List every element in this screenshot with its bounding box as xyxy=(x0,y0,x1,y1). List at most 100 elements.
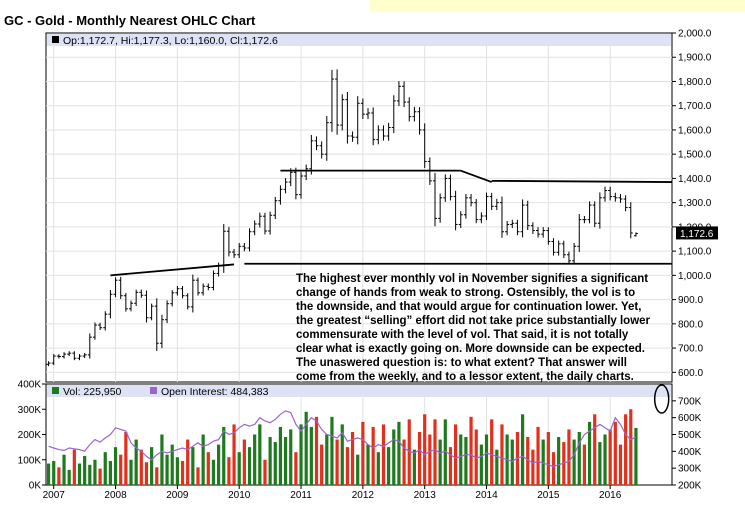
ohlc-bar xyxy=(407,97,412,122)
ohlc-bar xyxy=(417,107,422,135)
volume-bar xyxy=(320,444,324,485)
ohlc-bar xyxy=(195,277,200,296)
ohlc-bar xyxy=(366,108,371,120)
ohlc-bar xyxy=(144,290,149,323)
ohlc-bar xyxy=(206,283,211,291)
volume-bar xyxy=(103,452,107,485)
ohlc-bar xyxy=(216,262,221,277)
volume-tick-label: 100K xyxy=(18,455,42,466)
volume-bar xyxy=(294,452,298,485)
volume-bar xyxy=(546,431,550,485)
ohlc-bar xyxy=(180,286,185,299)
volume-bar xyxy=(253,434,257,485)
volume-bar xyxy=(484,434,489,485)
ohlc-bar xyxy=(87,333,92,359)
price-tick-label: 1,100.0 xyxy=(678,247,712,258)
ohlc-bar xyxy=(546,227,551,245)
ohlc-bar xyxy=(98,322,103,330)
ohlc-bar xyxy=(422,123,427,169)
ohlc-bar xyxy=(376,125,381,145)
ohlc-bar xyxy=(355,96,360,145)
ohlc-bars xyxy=(46,69,638,367)
ohlc-bar xyxy=(118,276,123,299)
volume-bar xyxy=(330,416,334,485)
ohlc-bar xyxy=(469,194,474,207)
volume-bar xyxy=(356,454,360,485)
volume-bar xyxy=(557,437,561,485)
ohlc-bar xyxy=(293,167,298,200)
ohlc-legend: Op:1,172.7, Hi:1,177.3, Lo:1,160.0, Cl:1… xyxy=(63,35,278,47)
time-tick-label: 2016 xyxy=(599,490,622,501)
volume-bar xyxy=(201,434,205,485)
ohlc-bar xyxy=(82,352,87,359)
time-tick-label: 2009 xyxy=(166,490,189,501)
ohlc-bar xyxy=(494,198,499,211)
volume-bar xyxy=(464,437,468,485)
open-interest-axis: 200K 300K 400K 500K 600K 700K xyxy=(672,396,702,492)
ohlc-bar xyxy=(299,171,304,199)
ohlc-bar xyxy=(51,354,56,366)
chart-title: GC - Gold - Monthly Nearest OHLC Chart xyxy=(4,13,256,28)
ohlc-bar xyxy=(453,190,458,231)
ohlc-bar xyxy=(515,219,520,236)
ohlc-bar xyxy=(499,196,504,238)
ohlc-bar xyxy=(329,69,334,132)
volume-bar xyxy=(541,439,545,485)
ohlc-bar xyxy=(72,351,77,361)
annotation-line: The highest ever monthly vol in November… xyxy=(296,273,648,285)
volume-bar xyxy=(381,424,386,485)
ohlc-bar xyxy=(283,178,288,194)
volume-bar xyxy=(608,429,612,485)
ohlc-bar xyxy=(360,98,365,120)
price-tick-label: 1,300.0 xyxy=(678,198,712,209)
ohlc-bar xyxy=(288,168,293,187)
volume-bar xyxy=(387,447,391,485)
trendline xyxy=(110,263,235,277)
volume-bar xyxy=(345,447,350,485)
ohlc-bar xyxy=(566,251,571,264)
volume-bar xyxy=(186,439,190,485)
ohlc-bar xyxy=(592,201,597,228)
annotation-line: The unaswered question is: to what exten… xyxy=(296,357,627,369)
ohlc-bar xyxy=(92,322,97,340)
volume-bar xyxy=(500,424,504,485)
volume-bar xyxy=(629,409,633,485)
volume-bar xyxy=(340,424,344,485)
ohlc-bar xyxy=(438,193,443,223)
volume-bar xyxy=(567,429,571,485)
volume-bar xyxy=(119,454,123,485)
volume-bar xyxy=(289,429,293,485)
volume-bar xyxy=(361,421,365,485)
ohlc-bar xyxy=(489,192,494,211)
ohlc-bar xyxy=(309,134,314,175)
volume-bar xyxy=(335,439,339,485)
ohlc-bar xyxy=(242,243,247,252)
ohlc-bar xyxy=(154,298,159,352)
volume-bar xyxy=(258,424,262,485)
volume-bar xyxy=(304,411,308,485)
price-tick-label: 800.0 xyxy=(678,319,703,330)
volume-bar xyxy=(263,459,267,485)
ohlc-bar xyxy=(335,69,340,135)
volume-bar xyxy=(93,459,97,485)
ohlc-bar xyxy=(582,216,587,224)
volume-bar xyxy=(242,439,246,485)
open-interest-line xyxy=(48,410,637,468)
volume-tick-label: 0K xyxy=(29,481,42,492)
ohlc-bar xyxy=(618,193,623,203)
ohlc-bar xyxy=(484,192,489,221)
ohlc-bar xyxy=(185,293,190,310)
ohlc-bar xyxy=(232,248,237,258)
ohlc-bar xyxy=(211,270,216,291)
volume-bar xyxy=(211,459,216,485)
volume-bar xyxy=(139,449,143,485)
ohlc-bar xyxy=(412,106,417,122)
ohlc-bar xyxy=(226,226,231,257)
ohlc-bar xyxy=(175,285,180,296)
ohlc-bar xyxy=(103,311,108,331)
ohlc-bar xyxy=(252,220,257,236)
volume-axis: 0K 100K 200K 300K 400K xyxy=(18,380,46,492)
time-tick-label: 2010 xyxy=(228,490,251,501)
volume-bar xyxy=(268,437,272,485)
